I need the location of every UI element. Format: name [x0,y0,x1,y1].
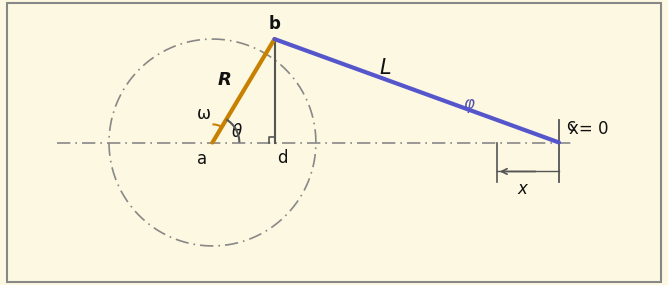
Text: φ: φ [463,95,474,113]
Text: θ: θ [231,123,241,141]
Text: L: L [380,58,391,78]
Text: R: R [218,72,232,89]
Text: ω: ω [197,105,211,123]
Text: x: x [518,180,528,198]
Text: c: c [566,117,575,135]
Text: d: d [278,149,288,167]
Text: a: a [197,150,207,168]
Text: x= 0: x= 0 [569,120,609,138]
Text: b: b [269,15,281,33]
